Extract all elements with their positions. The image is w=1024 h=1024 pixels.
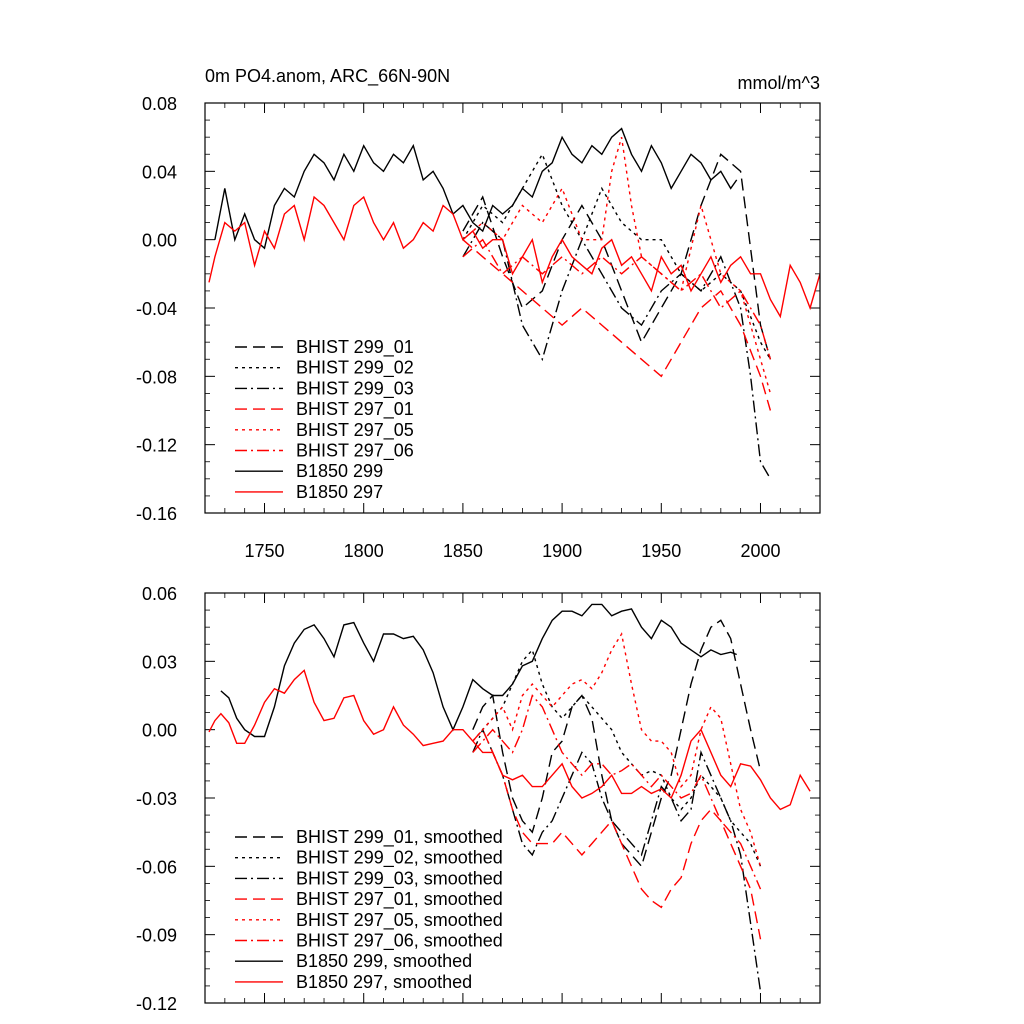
series-line-6 <box>214 127 738 250</box>
x-tick-label: 1750 <box>244 541 284 561</box>
top-title: 0m PO4.anom, ARC_66N-90N <box>205 66 450 87</box>
legend-label-0: BHIST 299_01 <box>296 337 414 358</box>
x-tick-label: 2000 <box>740 541 780 561</box>
legend-label-1: BHIST 299_02 <box>296 358 414 379</box>
y-tick-label: -0.16 <box>136 504 177 524</box>
series-line-5 <box>462 238 772 360</box>
y-tick-label: -0.03 <box>136 789 177 809</box>
legend-label-4: BHIST 297_05, smoothed <box>296 910 503 931</box>
series-line-5 <box>472 694 762 890</box>
top-plot-area: -0.16 -0.12 -0.08 -0.04 0.00 0.04 0.08 1750 1800… <box>136 94 821 561</box>
legend-label-3: BHIST 297_01, smoothed <box>296 889 503 910</box>
top-units: mmol/m^3 <box>738 73 820 93</box>
series-line-6 <box>220 603 737 738</box>
legend-label-5: BHIST 297_06 <box>296 441 414 462</box>
legend-label-3: BHIST 297_01 <box>296 399 414 420</box>
series-line-3 <box>472 728 762 940</box>
y-tick-label: -0.08 <box>136 367 177 387</box>
series-group <box>208 127 820 480</box>
y-tick-label: -0.09 <box>136 926 177 946</box>
top-panel: 0m PO4.anom, ARC_66N-90N mmol/m^3 -0.16-… <box>136 66 821 561</box>
y-tick-label: -0.12 <box>136 994 177 1014</box>
x-tick-label: 1800 <box>344 541 384 561</box>
y-tick-label: 0.00 <box>142 231 177 251</box>
series-line-2 <box>472 727 762 992</box>
series-line-7 <box>208 669 811 811</box>
legend-label-0: BHIST 299_01, smoothed <box>296 827 503 848</box>
y-tick-label: 0.00 <box>142 721 177 741</box>
series-group <box>208 603 811 992</box>
x-tick-label: 1950 <box>641 541 681 561</box>
x-tick-label: 1900 <box>542 541 582 561</box>
y-tick-label: 0.06 <box>142 584 177 604</box>
y-tick-label: -0.12 <box>136 436 177 456</box>
y-tick-label: -0.06 <box>136 857 177 877</box>
legend-label-5: BHIST 297_06, smoothed <box>296 931 503 952</box>
legend-label-4: BHIST 297_05 <box>296 420 414 441</box>
series-line-4 <box>462 137 772 394</box>
y-tick-label: 0.04 <box>142 162 177 182</box>
legend-label-2: BHIST 299_03 <box>296 378 414 399</box>
series-line-2 <box>462 221 772 480</box>
series-line-4 <box>472 632 762 867</box>
legend-label-1: BHIST 299_02, smoothed <box>296 848 503 869</box>
x-tick-label: 1850 <box>443 541 483 561</box>
top-frame <box>204 102 821 514</box>
legend-label-2: BHIST 299_03, smoothed <box>296 868 503 889</box>
bottom-frame <box>204 592 821 1004</box>
legend-label-6: B1850 299 <box>296 461 383 481</box>
y-tick-label: -0.04 <box>136 299 177 319</box>
series-line-1 <box>472 648 762 867</box>
series-line-7 <box>208 195 820 319</box>
legend-label-6: B1850 299, smoothed <box>296 951 472 971</box>
bottom-panel: -0.12 -0.09 -0.06 -0.03 0.00 0.03 0.06 BHIST 2… <box>136 584 821 1014</box>
series-line-1 <box>462 152 772 360</box>
series-line-0 <box>462 153 772 360</box>
legend-label-7: B1850 297, smoothed <box>296 972 472 992</box>
legend-label-7: B1850 297 <box>296 482 383 502</box>
y-tick-label: 0.08 <box>142 94 177 114</box>
y-tick-label: 0.03 <box>142 652 177 672</box>
